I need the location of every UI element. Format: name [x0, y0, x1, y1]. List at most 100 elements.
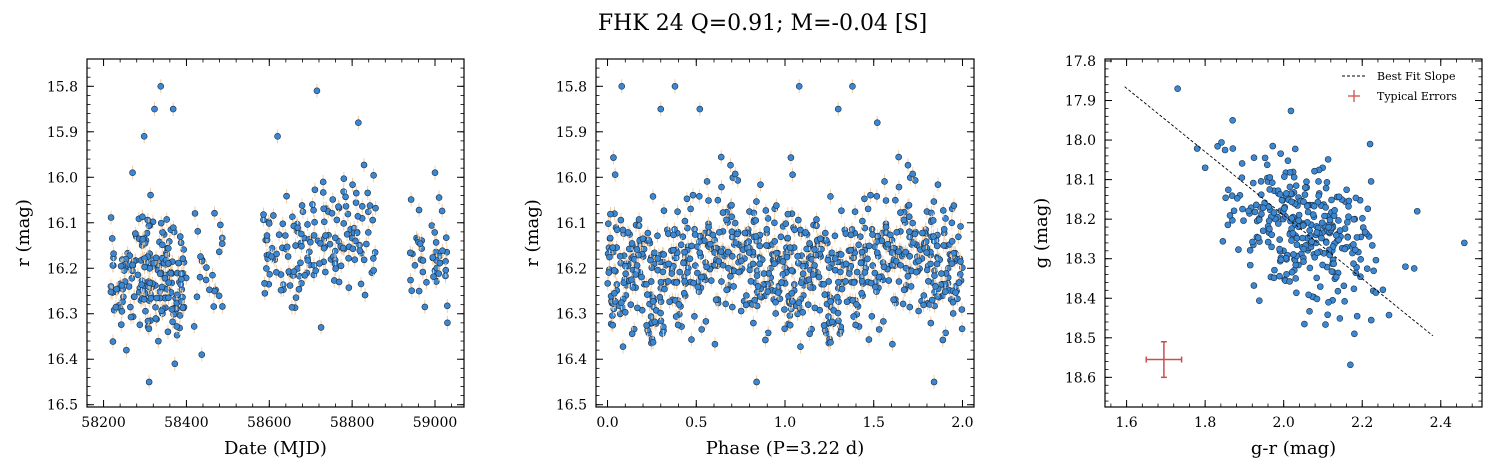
data-point [719, 209, 727, 216]
data-point [1336, 315, 1344, 322]
data-point [1372, 256, 1380, 264]
data-point [1250, 154, 1258, 162]
data-point [317, 324, 325, 331]
data-point [743, 292, 750, 299]
data-point [310, 232, 318, 239]
data-point [151, 105, 158, 113]
data-point [681, 277, 688, 285]
data-point [1251, 208, 1259, 216]
y-tick-label: 16.1 [47, 216, 78, 232]
data-point [707, 277, 715, 284]
data-point [609, 312, 616, 319]
data-point [366, 202, 374, 209]
data-point [893, 228, 901, 236]
data-point [1345, 197, 1353, 205]
data-point [1311, 167, 1318, 175]
data-point [335, 203, 342, 210]
data-point [882, 197, 890, 204]
y-tick-label: 16.3 [556, 307, 587, 323]
data-point [625, 245, 633, 253]
data-point [737, 257, 745, 265]
plot-frame [1104, 58, 1483, 408]
data-point [931, 272, 938, 280]
data-point [728, 228, 736, 235]
data-point [885, 277, 893, 284]
data-point [261, 280, 268, 287]
data-point [827, 339, 834, 346]
data-point [915, 257, 922, 265]
data-point [811, 246, 818, 253]
best-fit-line [1124, 86, 1434, 337]
data-point [297, 259, 304, 267]
data-point [604, 280, 611, 287]
data-point [304, 221, 311, 228]
data-point [436, 259, 444, 267]
data-point [1306, 264, 1314, 272]
data-point [273, 250, 280, 258]
data-point [352, 199, 360, 206]
data-point [853, 268, 861, 276]
data-point [286, 282, 294, 289]
data-point [809, 271, 817, 278]
data-point [928, 296, 936, 304]
data-point [831, 255, 839, 262]
data-point [274, 133, 281, 140]
legend: Best Fit Slope Typical Errors [1342, 70, 1457, 103]
data-point [717, 153, 725, 161]
data-point [606, 234, 614, 242]
data-point [164, 328, 172, 336]
plot-frame [86, 58, 465, 408]
data-point [147, 191, 154, 199]
data-point [754, 283, 762, 290]
data-point [317, 240, 324, 247]
data-point [1288, 198, 1295, 206]
data-point [745, 238, 753, 245]
data-point [1344, 234, 1352, 241]
data-point [619, 343, 627, 350]
data-point [865, 336, 873, 343]
data-point [157, 219, 165, 227]
data-point [611, 298, 619, 305]
data-point [858, 277, 866, 285]
data-point [752, 233, 760, 240]
data-point [329, 196, 337, 203]
data-point [1281, 173, 1288, 180]
data-point [118, 282, 126, 289]
data-point [927, 319, 935, 327]
data-point [711, 340, 719, 348]
data-point [923, 249, 930, 256]
data-point [1293, 289, 1300, 297]
data-point [423, 278, 430, 286]
data-point [741, 229, 749, 237]
data-point [1353, 234, 1361, 241]
data-point [1224, 221, 1232, 229]
data-point [633, 262, 641, 269]
data-point [609, 321, 617, 329]
data-point [852, 321, 859, 329]
data-point [360, 161, 368, 169]
data-point [811, 304, 819, 312]
data-point [1345, 213, 1352, 221]
data-point [198, 351, 206, 358]
data-point [432, 239, 440, 246]
data-point [364, 189, 371, 197]
data-point [628, 240, 636, 247]
data-point [762, 207, 770, 214]
data-point [1309, 211, 1317, 218]
data-point [806, 284, 814, 291]
data-point [737, 307, 745, 315]
data-point [669, 246, 677, 254]
data-point [649, 339, 657, 346]
y-tick-label: 16.0 [556, 170, 587, 186]
data-point [1286, 169, 1294, 176]
data-point [1314, 249, 1321, 257]
data-point [617, 216, 625, 224]
data-point [1335, 193, 1343, 201]
data-point [950, 202, 958, 209]
data-point [1224, 186, 1232, 194]
data-point [1265, 217, 1273, 225]
data-point [142, 307, 149, 315]
data-point [656, 293, 664, 301]
data-point [789, 298, 796, 305]
data-point [941, 288, 949, 295]
